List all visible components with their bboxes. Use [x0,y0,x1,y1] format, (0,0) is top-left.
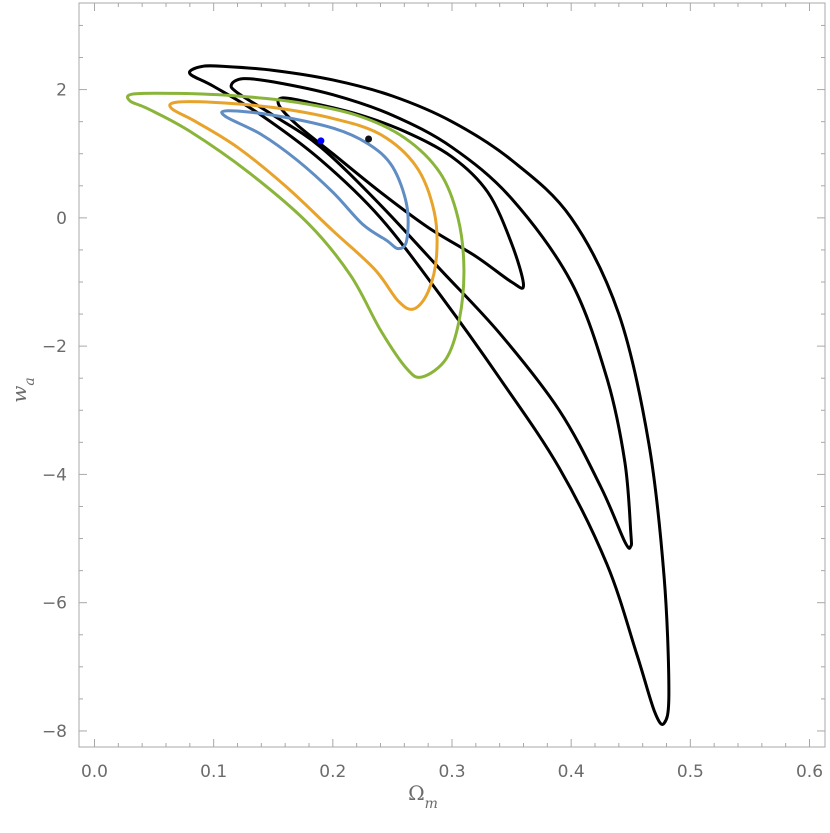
y-axis-title: wa [7,377,38,402]
x-axis-title-main: Ω [408,781,425,805]
x-tick-label: 0.4 [558,762,585,782]
tick-layer [79,3,825,747]
y-tick-label: 0 [56,209,67,229]
x-tick-label: 0.0 [81,762,108,782]
y-tick-label: 2 [56,81,67,101]
y-tick-label: −6 [42,594,67,614]
x-axis-title: Ωm [408,781,438,812]
x-tick-label: 0.5 [677,762,704,782]
y-axis-title-main: w [7,386,31,403]
point-marker-2 [365,135,373,143]
x-axis-title-sub: m [425,796,438,812]
x-tick-label: 0.2 [319,762,346,782]
contour-5 [168,100,439,311]
tick-label-layer: 0.0 0.1 0.2 0.3 0.4 0.5 0.6 −8 −6 −4 −2 0 2 [42,81,823,782]
y-tick-label: −2 [42,337,67,357]
contour-6 [126,91,466,379]
contour-layer [126,64,671,726]
point-layer [317,135,373,145]
y-tick-label: −8 [42,722,67,742]
contour-4 [220,109,410,251]
y-tick-label: −4 [42,465,67,485]
contour-2 [229,77,633,550]
x-tick-label: 0.1 [200,762,227,782]
contour-1 [188,64,671,726]
point-marker-1 [317,137,325,145]
y-axis-title-sub: a [22,377,38,385]
x-tick-label: 0.6 [796,762,823,782]
x-tick-label: 0.3 [438,762,465,782]
